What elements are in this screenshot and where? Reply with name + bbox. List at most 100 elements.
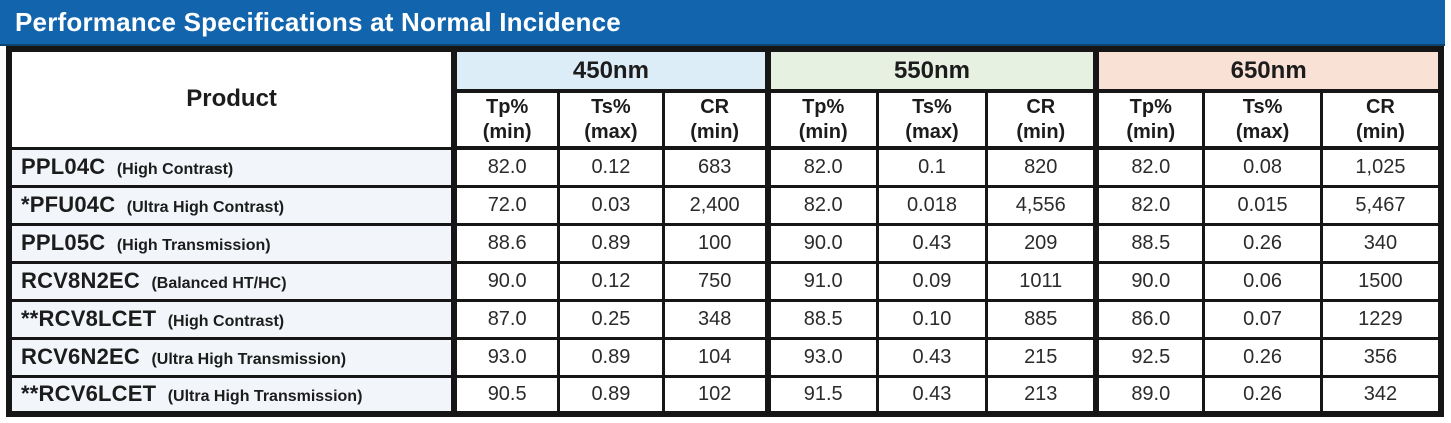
subheader-650-ts: Ts% (max) (1202, 89, 1323, 150)
product-cell: RCV8N2EC (Balanced HT/HC) (7, 260, 456, 302)
section-title: Performance Specifications at Normal Inc… (15, 6, 621, 37)
value-cell-550-ts: 0.43 (875, 336, 989, 378)
value-cell-550-tp: 91.5 (764, 374, 879, 416)
value-cell-650-ts: 0.26 (1202, 374, 1323, 416)
value-cell-450-cr: 348 (661, 298, 770, 340)
subheader-450-cr: CR (min) (661, 89, 770, 150)
value-cell-450-ts: 0.12 (557, 260, 665, 302)
value-cell-450-tp: 88.6 (451, 222, 561, 264)
value-cell-450-ts: 0.03 (557, 184, 665, 226)
value-cell-450-tp: 90.5 (451, 374, 561, 416)
subheader-450-ts: Ts% (max) (557, 89, 665, 150)
value-cell-450-cr: 100 (661, 222, 770, 264)
value-cell-550-ts: 0.09 (875, 260, 989, 302)
value-cell-650-cr: 1,025 (1319, 146, 1443, 188)
value-cell-550-ts: 0.018 (875, 184, 989, 226)
product-descriptor: (High Contrast) (167, 313, 285, 330)
value-cell-450-ts: 0.25 (557, 298, 665, 340)
value-cell-650-cr: 1229 (1319, 298, 1443, 340)
product-cell: **RCV8LCET (High Contrast) (7, 298, 456, 340)
table-row: RCV6N2EC (Ultra High Transmission) 93.0 … (7, 336, 1443, 378)
value-cell-650-tp: 88.5 (1093, 222, 1206, 264)
value-cell-650-tp: 86.0 (1093, 298, 1206, 340)
value-cell-650-cr: 342 (1319, 374, 1443, 416)
value-cell-650-ts: 0.06 (1202, 260, 1323, 302)
value-cell-550-tp: 82.0 (764, 184, 879, 226)
product-name: *PFU04C (21, 192, 116, 217)
value-cell-650-cr: 5,467 (1319, 184, 1443, 226)
product-descriptor: (Ultra High Transmission) (167, 388, 363, 406)
table-row: *PFU04C (Ultra High Contrast) 72.0 0.03 … (7, 184, 1443, 226)
product-descriptor: (Ultra High Contrast) (126, 199, 285, 216)
value-cell-550-tp: 90.0 (764, 222, 879, 264)
value-cell-450-ts: 0.89 (557, 336, 665, 378)
value-cell-550-tp: 82.0 (764, 146, 879, 188)
value-cell-650-cr: 356 (1319, 336, 1443, 378)
product-name: PPL05C (21, 230, 106, 255)
value-cell-450-cr: 683 (661, 146, 770, 188)
value-cell-550-cr: 1011 (985, 260, 1098, 302)
group-header-450nm: 450nm (451, 47, 770, 93)
value-cell-450-ts: 0.12 (557, 146, 665, 188)
product-descriptor: (Ultra High Transmission) (151, 351, 347, 368)
value-cell-650-ts: 0.26 (1202, 336, 1323, 378)
subheader-650-tp: Tp% (min) (1093, 89, 1206, 150)
value-cell-650-ts: 0.08 (1202, 146, 1323, 188)
table-row: **RCV8LCET (High Contrast) 87.0 0.25 348… (7, 298, 1443, 340)
value-cell-550-cr: 820 (985, 146, 1098, 188)
value-cell-450-tp: 82.0 (451, 146, 561, 188)
value-cell-550-cr: 885 (985, 298, 1098, 340)
value-cell-450-cr: 102 (661, 374, 770, 416)
group-header-650nm: 650nm (1093, 47, 1443, 93)
subheader-550-cr: CR (min) (985, 89, 1098, 150)
product-cell: PPL05C (High Transmission) (7, 222, 456, 264)
product-name: RCV8N2EC (21, 268, 140, 293)
subheader-550-ts: Ts% (max) (875, 89, 989, 150)
value-cell-650-cr: 1500 (1319, 260, 1443, 302)
value-cell-550-ts: 0.10 (875, 298, 989, 340)
value-cell-450-cr: 104 (661, 336, 770, 378)
product-cell: *PFU04C (Ultra High Contrast) (7, 184, 456, 226)
value-cell-550-ts: 0.1 (875, 146, 989, 188)
value-cell-650-tp: 82.0 (1093, 184, 1206, 226)
value-cell-550-tp: 93.0 (764, 336, 879, 378)
product-cell: **RCV6LCET (Ultra High Transmission) (7, 374, 456, 416)
product-descriptor: (High Transmission) (116, 237, 271, 254)
product-name: RCV6N2EC (21, 344, 140, 369)
value-cell-450-ts: 0.89 (557, 374, 665, 416)
table-row: RCV8N2EC (Balanced HT/HC) 90.0 0.12 750 … (7, 260, 1443, 302)
value-cell-650-tp: 92.5 (1093, 336, 1206, 378)
table-row: PPL05C (High Transmission) 88.6 0.89 100… (7, 222, 1443, 264)
value-cell-550-ts: 0.43 (875, 222, 989, 264)
value-cell-450-cr: 750 (661, 260, 770, 302)
table-row: PPL04C (High Contrast) 82.0 0.12 683 82.… (7, 146, 1443, 188)
value-cell-550-cr: 215 (985, 336, 1098, 378)
product-name: **RCV8LCET (21, 306, 157, 331)
value-cell-450-tp: 87.0 (451, 298, 561, 340)
product-descriptor: (Balanced HT/HC) (151, 275, 287, 292)
section-title-bar: Performance Specifications at Normal Inc… (0, 0, 1445, 46)
product-column-header: Product (7, 47, 456, 150)
value-cell-650-tp: 90.0 (1093, 260, 1206, 302)
subheader-550-tp: Tp% (min) (764, 89, 879, 150)
product-name: PPL04C (21, 154, 106, 179)
value-cell-650-tp: 82.0 (1093, 146, 1206, 188)
subheader-450-tp: Tp% (min) (451, 89, 561, 150)
product-cell: RCV6N2EC (Ultra High Transmission) (7, 336, 456, 378)
table-row: **RCV6LCET (Ultra High Transmission) 90.… (7, 374, 1443, 416)
value-cell-450-tp: 90.0 (451, 260, 561, 302)
value-cell-550-cr: 209 (985, 222, 1098, 264)
product-name: **RCV6LCET (21, 381, 157, 407)
value-cell-550-tp: 91.0 (764, 260, 879, 302)
value-cell-550-cr: 4,556 (985, 184, 1098, 226)
value-cell-650-ts: 0.26 (1202, 222, 1323, 264)
value-cell-550-cr: 213 (985, 374, 1098, 416)
product-cell: PPL04C (High Contrast) (7, 146, 456, 188)
group-header-550nm: 550nm (764, 47, 1098, 93)
subheader-650-cr: CR (min) (1319, 89, 1443, 150)
value-cell-450-tp: 72.0 (451, 184, 561, 226)
value-cell-650-cr: 340 (1319, 222, 1443, 264)
value-cell-450-cr: 2,400 (661, 184, 770, 226)
value-cell-450-ts: 0.89 (557, 222, 665, 264)
